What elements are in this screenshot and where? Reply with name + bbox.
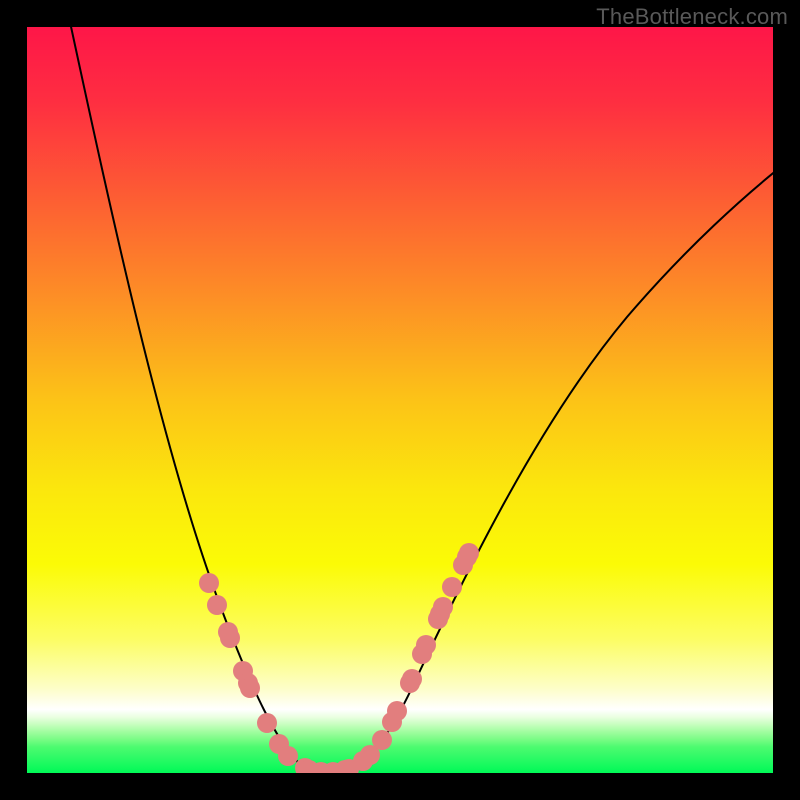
data-marker <box>240 678 260 698</box>
data-marker <box>278 746 298 766</box>
data-marker <box>416 635 436 655</box>
data-marker <box>220 628 240 648</box>
data-marker <box>207 595 227 615</box>
data-marker <box>442 577 462 597</box>
chart-svg <box>27 27 773 773</box>
data-marker <box>402 669 422 689</box>
gradient-background <box>27 27 773 773</box>
chart-outer-frame: TheBottleneck.com <box>0 0 800 800</box>
data-marker <box>433 597 453 617</box>
data-marker <box>459 543 479 563</box>
data-marker <box>387 701 407 721</box>
plot-area <box>27 27 773 773</box>
data-marker <box>372 730 392 750</box>
data-marker <box>257 713 277 733</box>
data-marker <box>199 573 219 593</box>
